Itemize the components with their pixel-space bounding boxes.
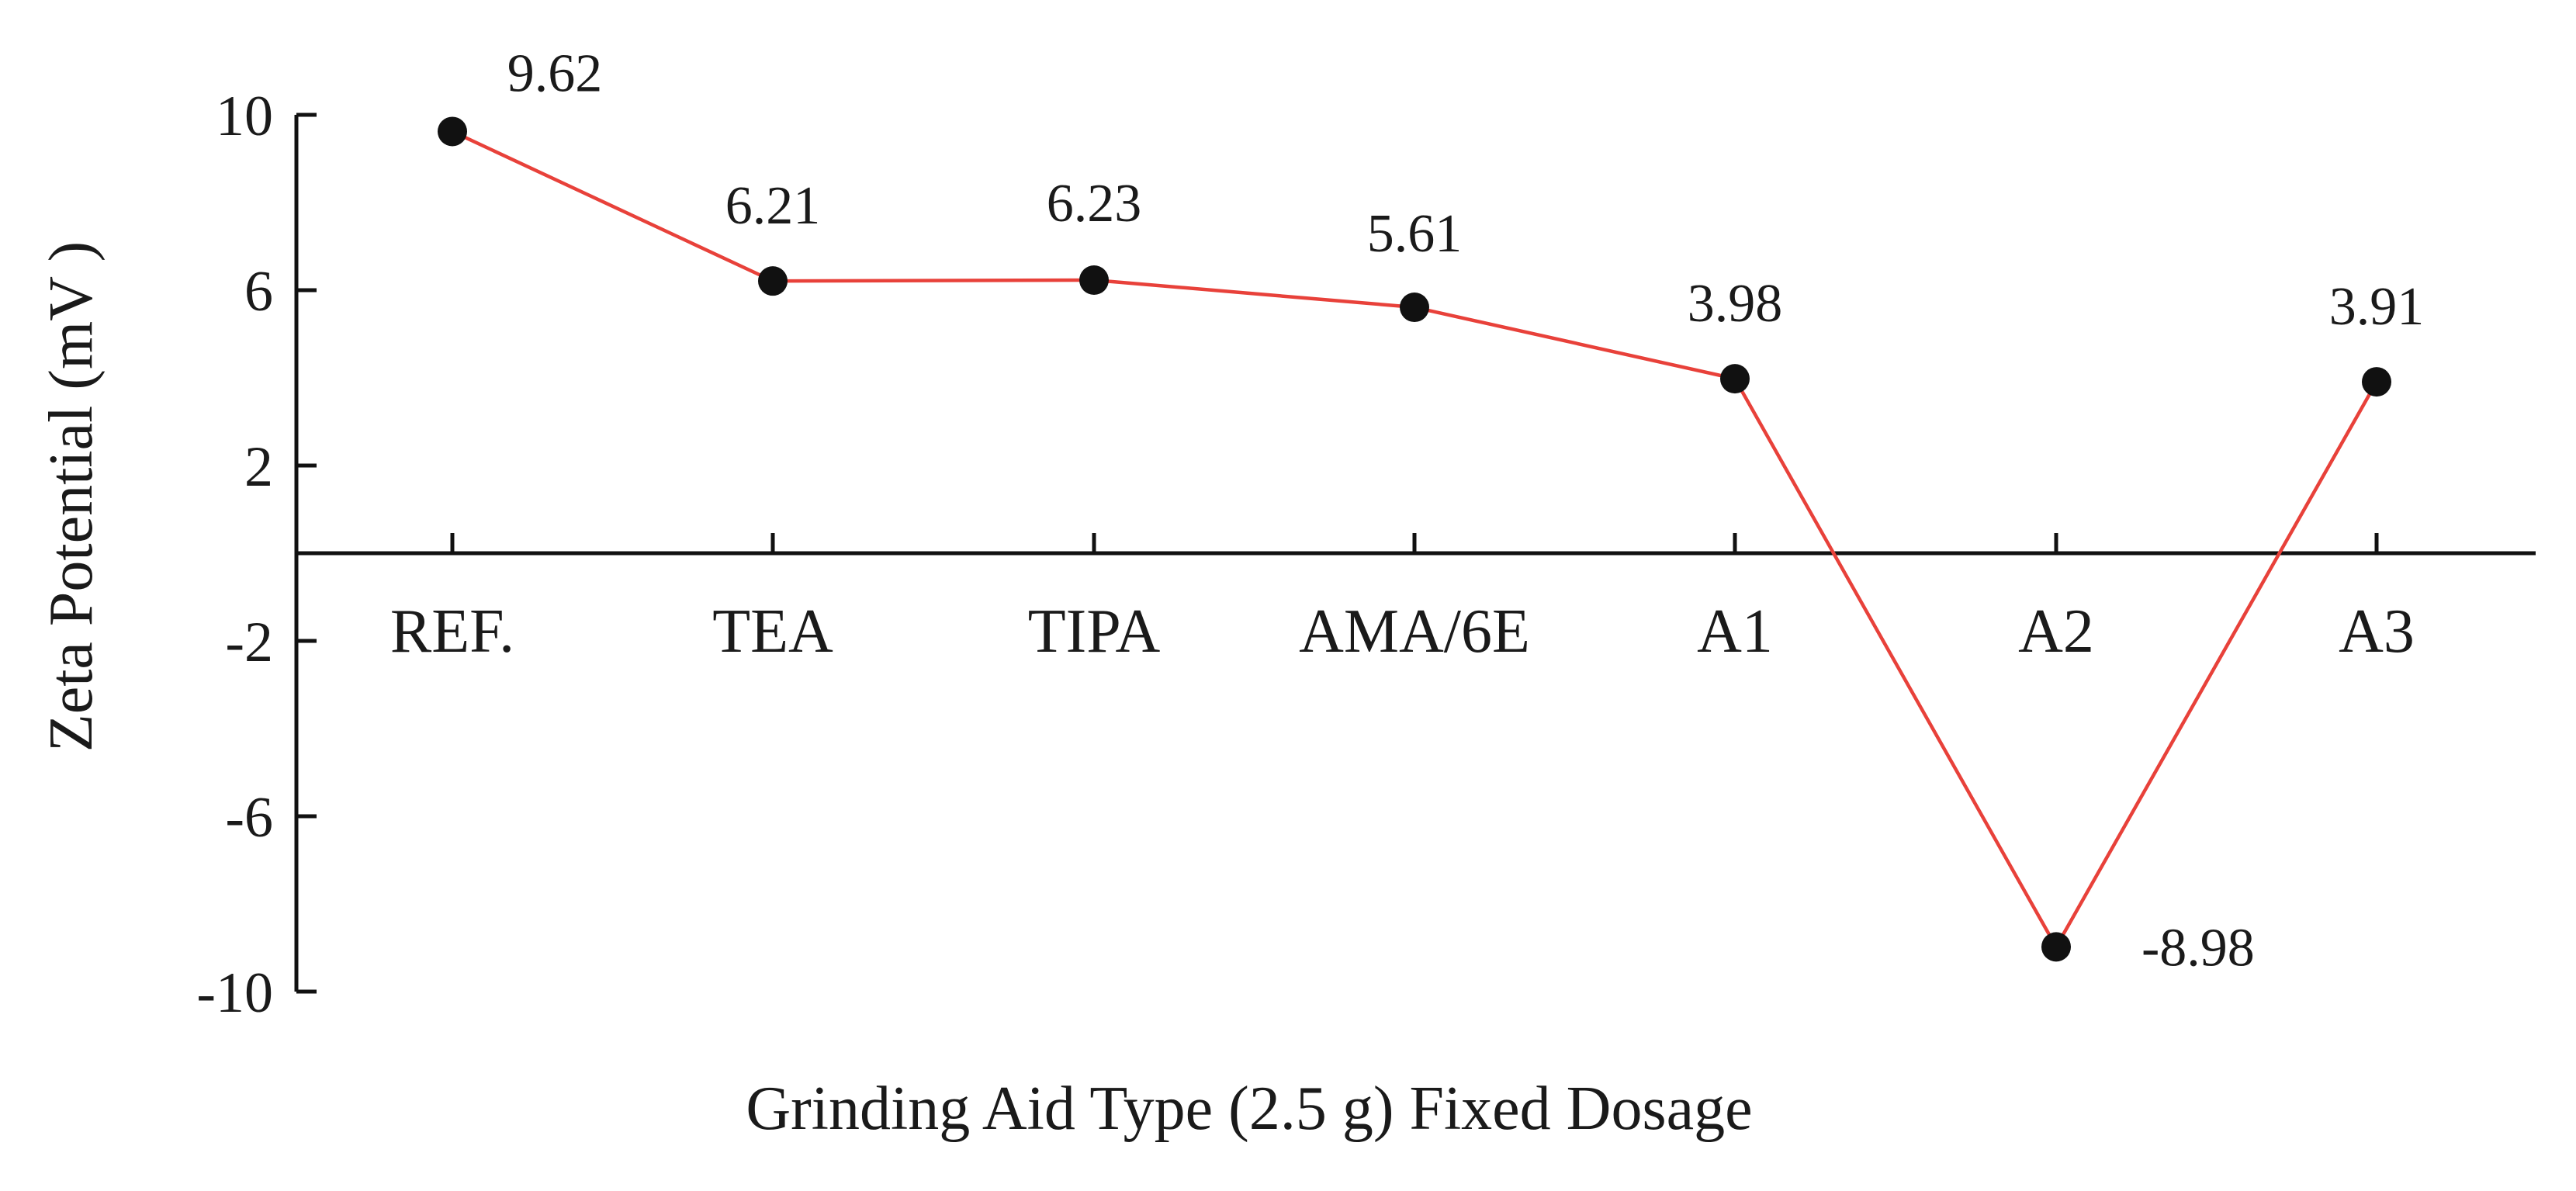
data-label: -8.98 [2141,918,2255,978]
category-label: TIPA [1028,597,1161,666]
data-markers [438,116,2391,962]
category-label: A2 [2018,597,2094,666]
category-label: REF. [390,597,514,666]
data-point-tipa [1079,265,1109,296]
data-point-ref [438,116,467,147]
data-label: 6.21 [725,176,821,236]
y-tick-label: -10 [196,961,273,1025]
x-axis-label: Grinding Aid Type (2.5 g) Fixed Dosage [746,1075,1752,1143]
data-label: 6.23 [1047,174,1142,234]
category-label: A1 [1697,597,1773,666]
data-label: 9.62 [507,43,603,103]
data-label: 3.91 [2329,277,2425,337]
data-label: 5.61 [1367,204,1463,264]
axes [294,115,2536,992]
y-tick-label: 6 [244,260,273,324]
data-label: 3.98 [1688,274,1783,334]
data-point-tea [758,266,788,296]
category-label: A3 [2339,597,2415,666]
y-tick-label: -6 [225,786,273,850]
data-labels: 9.62 6.21 6.23 5.61 3.98 -8.98 3.91 [507,43,2425,978]
y-axis-label: Zeta Potential (mV ) [37,241,106,752]
y-tick-label: -2 [225,611,273,674]
data-point-a3 [2362,367,2391,397]
data-point-ama-6e [1400,293,1429,323]
category-label: AMA/6E [1299,597,1530,666]
data-point-a2 [2041,932,2071,962]
y-tick-label: 10 [216,85,273,148]
category-labels: REF. TEA TIPA AMA/6E A1 A2 A3 [390,597,2415,666]
data-point-a1 [1720,364,1750,394]
y-ticks: 10 6 2 -2 -6 -10 [196,85,317,1025]
y-tick-label: 2 [244,435,273,499]
category-label: TEA [712,597,833,666]
